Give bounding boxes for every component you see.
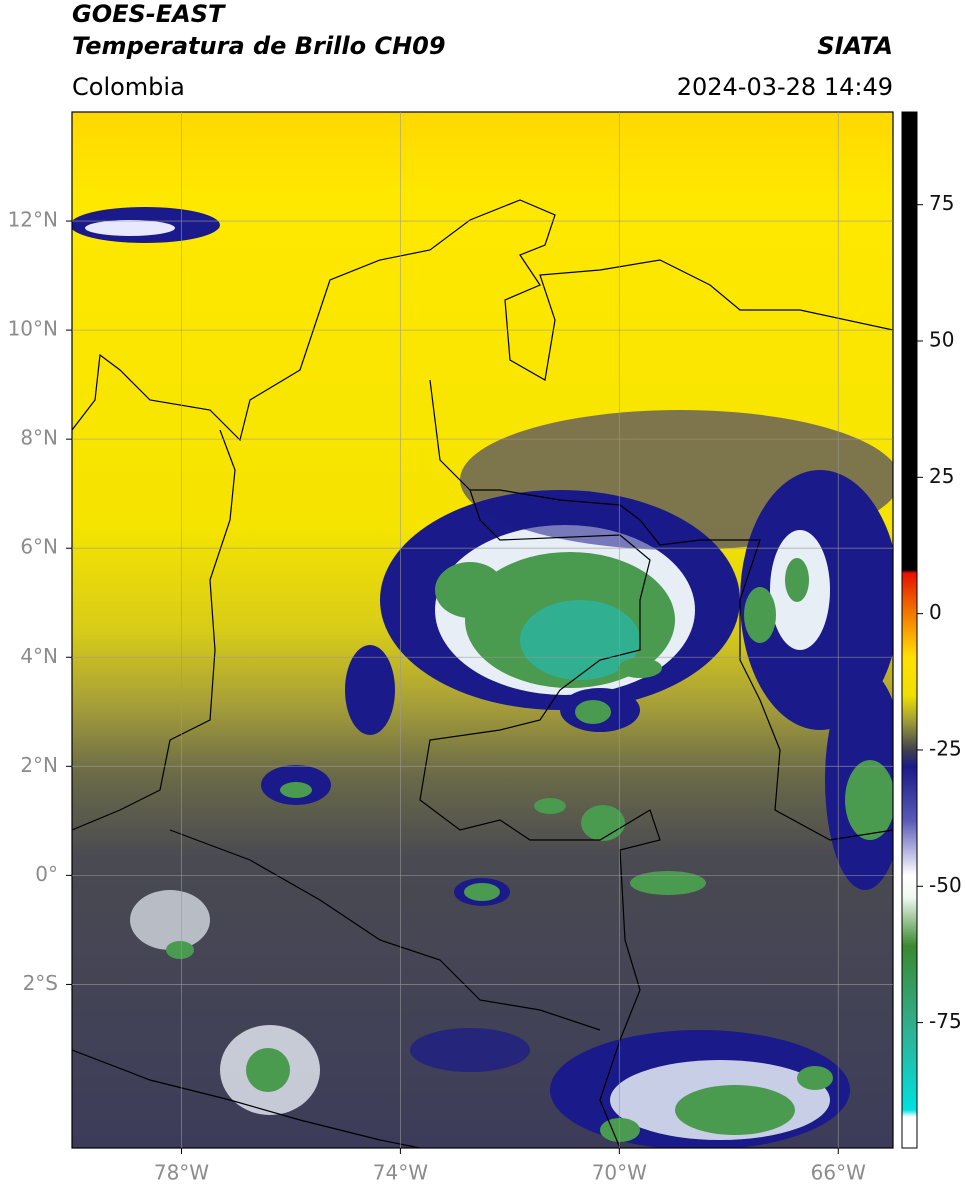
y-tick-label: 0° [35, 862, 58, 886]
x-tick-label: 74°W [373, 1161, 428, 1185]
x-tick-label: 78°W [154, 1161, 209, 1185]
datetime: 2024-03-28 14:49 [677, 73, 893, 101]
source: SIATA [817, 32, 893, 60]
colorbar-tick-label: 0 [929, 600, 942, 624]
y-tick-label: 10°N [8, 317, 58, 341]
colorbar-tick-label: -25 [929, 736, 962, 760]
y-tick-label: 6°N [20, 535, 58, 559]
x-tick-label: 66°W [811, 1161, 866, 1185]
colorbar-tick-label: -50 [929, 873, 962, 897]
title: GOES-EAST [72, 0, 226, 28]
map-frame [71, 111, 894, 1149]
colorbar [901, 111, 918, 1149]
region: Colombia [72, 73, 185, 101]
borders [72, 199, 893, 1148]
map-image [72, 112, 893, 1148]
colorbar-tick-label: 25 [929, 464, 954, 488]
y-tick-label: 4°N [20, 644, 58, 668]
y-tick-label: 2°S [23, 971, 58, 995]
y-tick-label: 12°N [8, 208, 58, 232]
y-tick-label: 8°N [20, 426, 58, 450]
colorbar-tick-label: 50 [929, 328, 954, 352]
y-tick-label: 2°N [20, 753, 58, 777]
x-tick-label: 70°W [592, 1161, 647, 1185]
colorbar-tick-label: 75 [929, 191, 954, 215]
colorbar-tick-label: -75 [929, 1009, 962, 1033]
subtitle: Temperatura de Brillo CH09 [72, 32, 446, 60]
